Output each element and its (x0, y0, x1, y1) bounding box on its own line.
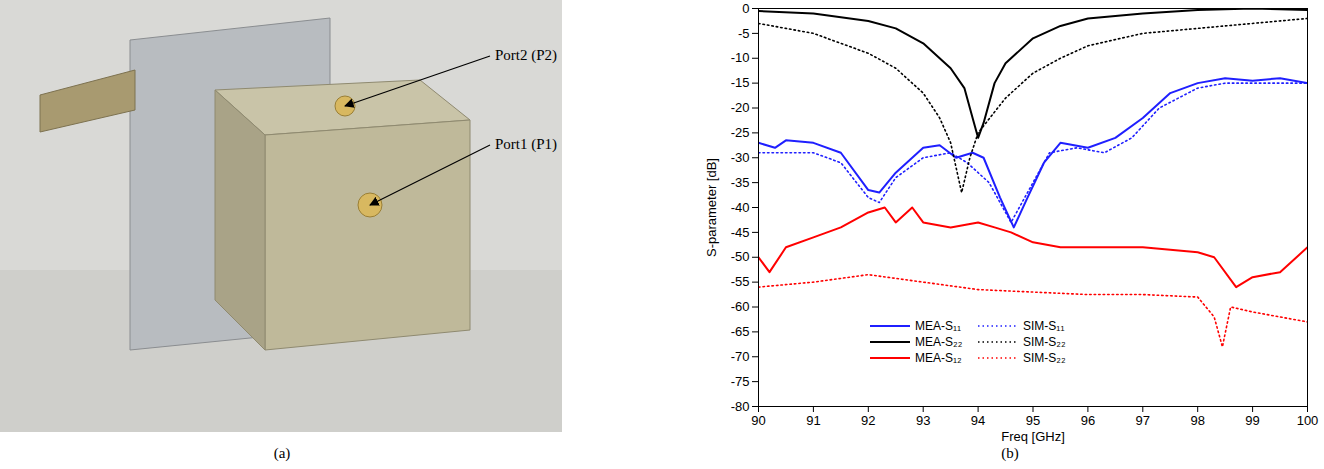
svg-text:90: 90 (751, 413, 765, 428)
svg-text:-10: -10 (731, 50, 750, 65)
svg-text:98: 98 (1190, 413, 1204, 428)
svg-text:-30: -30 (731, 150, 750, 165)
svg-text:Port1 (P1): Port1 (P1) (495, 136, 557, 153)
svg-text:92: 92 (861, 413, 875, 428)
svg-text:Port2 (P2): Port2 (P2) (495, 47, 557, 64)
svg-text:93: 93 (916, 413, 930, 428)
svg-text:S-parameter [dB]: S-parameter [dB] (704, 158, 719, 257)
svg-text:95: 95 (1026, 413, 1040, 428)
svg-text:-35: -35 (731, 175, 750, 190)
svg-text:-25: -25 (731, 125, 750, 140)
svg-text:SIM-S₁₁: SIM-S₁₁ (1023, 319, 1064, 333)
svg-text:-20: -20 (731, 100, 750, 115)
svg-text:-45: -45 (731, 225, 750, 240)
svg-text:-70: -70 (731, 349, 750, 364)
svg-text:-55: -55 (731, 274, 750, 289)
svg-text:91: 91 (806, 413, 820, 428)
svg-text:100: 100 (1297, 413, 1319, 428)
svg-text:96: 96 (1081, 413, 1095, 428)
svg-text:MEA-S₂₂: MEA-S₂₂ (915, 335, 963, 349)
html-text:(a): (a) (273, 445, 291, 461)
svg-text:-15: -15 (731, 75, 750, 90)
svg-text:MEA-S₁₁: MEA-S₁₁ (915, 319, 961, 333)
svg-text:-75: -75 (731, 374, 750, 389)
svg-text:97: 97 (1136, 413, 1150, 428)
svg-text:-5: -5 (738, 26, 750, 41)
svg-text:SIM-S₂₂: SIM-S₂₂ (1023, 335, 1066, 349)
html-text:(b): (b) (1001, 445, 1019, 461)
svg-text:-60: -60 (731, 299, 750, 314)
svg-text:-50: -50 (731, 249, 750, 264)
svg-text:MEA-S₁₂: MEA-S₁₂ (915, 351, 962, 365)
svg-text:-80: -80 (731, 399, 750, 414)
svg-text:0: 0 (742, 1, 749, 16)
svg-text:-40: -40 (731, 200, 750, 215)
svg-text:94: 94 (971, 413, 985, 428)
svg-text:-65: -65 (731, 324, 750, 339)
svg-text:99: 99 (1245, 413, 1259, 428)
svg-text:Freq [GHz]: Freq [GHz] (1001, 429, 1065, 444)
svg-text:SIM-S₂₂: SIM-S₂₂ (1023, 351, 1066, 365)
